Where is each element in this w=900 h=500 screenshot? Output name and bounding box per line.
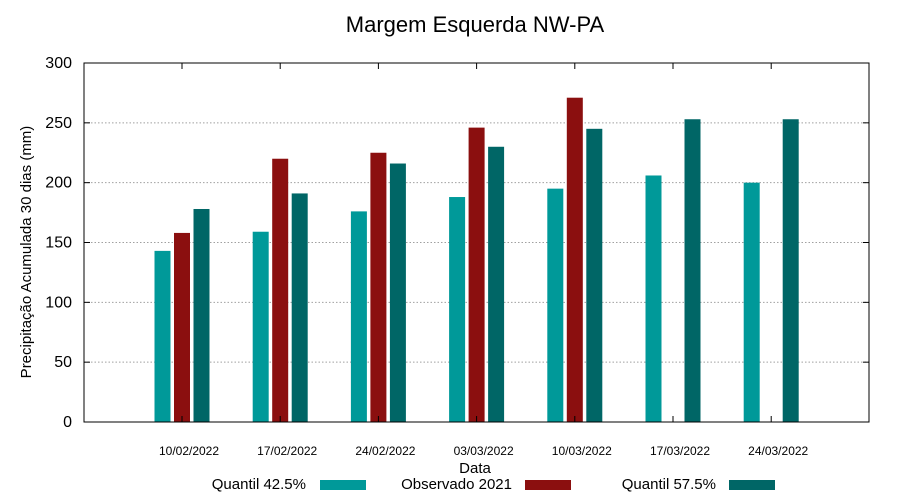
- bar-1: [645, 175, 662, 422]
- y-tick-label: 200: [45, 175, 72, 192]
- y-tick-label: 250: [45, 115, 72, 132]
- y-tick-label: 100: [45, 294, 72, 311]
- x-tick-label: 24/03/2022: [748, 444, 808, 458]
- x-axis-label: Data: [459, 460, 491, 477]
- bar-3: [782, 119, 799, 422]
- axes: 0 50 100 150 200 250 300 10/02/2022 17/02/2022 24…: [45, 55, 869, 458]
- x-tick-label: 10/02/2022: [159, 444, 219, 458]
- bar-1: [449, 197, 466, 422]
- bar-3: [488, 146, 505, 422]
- bars: [154, 97, 799, 423]
- legend-swatch: [320, 480, 366, 490]
- legend-label: Quantil 42.5%: [212, 476, 306, 493]
- bar-3: [291, 193, 308, 422]
- bar-2: [174, 232, 190, 422]
- legend-swatch: [525, 480, 571, 490]
- legend-swatch: [729, 480, 775, 490]
- legend-label: Quantil 57.5%: [622, 476, 716, 493]
- bar-2: [370, 152, 387, 422]
- bar-1: [350, 211, 367, 422]
- bar-1: [154, 250, 171, 422]
- bar-1: [743, 182, 760, 422]
- bar-3: [586, 128, 603, 423]
- chart-title: Margem Esquerda NW-PA: [346, 12, 605, 37]
- bar-2: [272, 158, 289, 422]
- x-tick-label: 17/02/2022: [257, 444, 317, 458]
- bar-1: [547, 188, 564, 422]
- bar-3: [193, 208, 210, 422]
- bar-1: [252, 231, 269, 422]
- y-tick-label: 300: [45, 55, 72, 72]
- y-tick-label: 50: [54, 354, 72, 371]
- bar-3: [389, 163, 406, 422]
- y-tick-label: 0: [63, 414, 72, 431]
- bar-2: [566, 97, 583, 422]
- x-tick-label: 03/03/2022: [454, 444, 514, 458]
- y-axis-label: Precipitação Acumulada 30 dias (mm): [18, 126, 35, 379]
- legend: Quantil 42.5% Observado 2021 Quantil 57.5%: [212, 476, 775, 493]
- x-tick-label: 10/03/2022: [552, 444, 612, 458]
- legend-label: Observado 2021: [401, 476, 512, 493]
- x-tick-label: 24/02/2022: [355, 444, 415, 458]
- bar-3: [684, 119, 701, 422]
- y-tick-label: 150: [45, 235, 72, 252]
- bar-2: [468, 127, 485, 423]
- x-tick-label: 17/03/2022: [650, 444, 710, 458]
